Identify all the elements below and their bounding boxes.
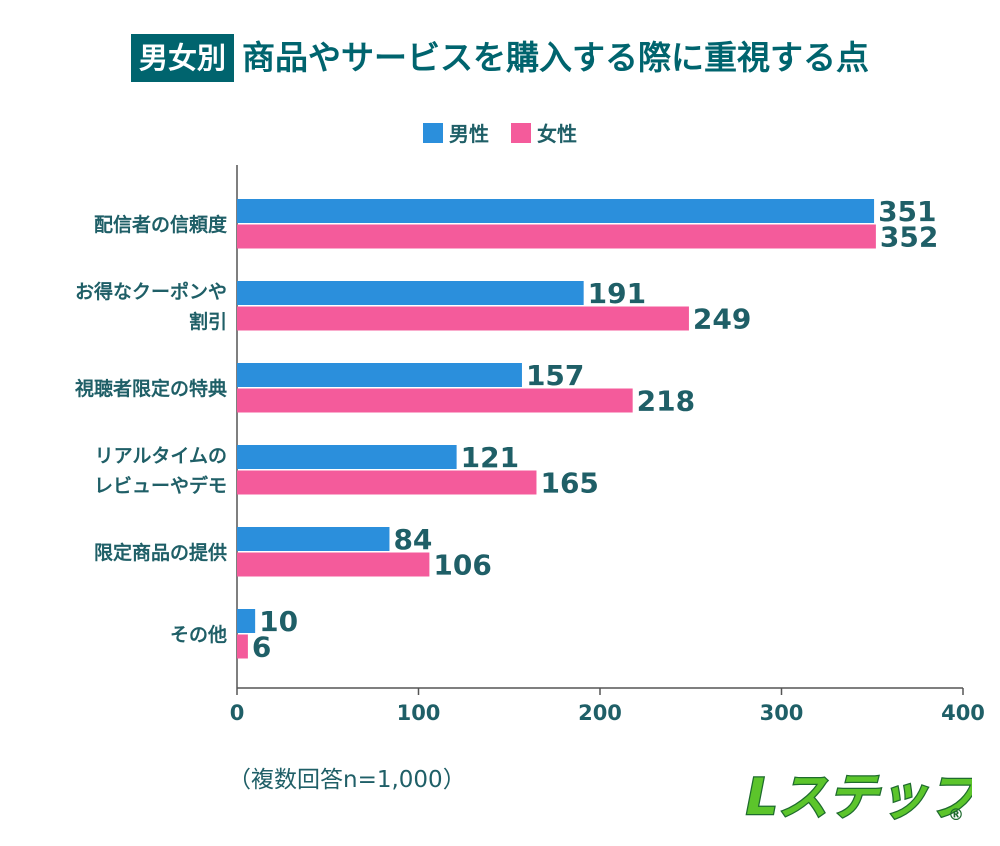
category-label: レビューやデモ <box>94 474 227 497</box>
bar-female <box>237 552 430 577</box>
data-label-female: 6 <box>252 631 271 664</box>
legend-label-female: 女性 <box>537 122 577 146</box>
bar-female <box>237 388 633 413</box>
category-label: 限定商品の提供 <box>94 541 227 564</box>
data-label-female: 352 <box>880 221 938 254</box>
logo-registered-mark: ® <box>948 805 964 824</box>
data-label-female: 218 <box>637 385 695 418</box>
data-label-female: 165 <box>540 467 598 500</box>
bar-male <box>237 609 256 633</box>
data-label-male: 10 <box>259 605 298 638</box>
bar-male <box>237 281 584 305</box>
legend-item-female: 女性 <box>511 118 577 147</box>
bar-male <box>237 527 390 551</box>
legend-label-male: 男性 <box>449 122 489 146</box>
x-tick-label: 100 <box>397 701 441 725</box>
data-label-male: 351 <box>878 195 936 228</box>
bar-male <box>237 445 457 469</box>
category-label: 視聴者限定の特典 <box>74 377 227 400</box>
data-label-male: 121 <box>461 441 519 474</box>
bar-female <box>237 306 689 331</box>
legend-swatch-male <box>423 122 443 143</box>
x-tick-label: 200 <box>578 701 622 725</box>
legend-item-male: 男性 <box>423 118 489 147</box>
x-tick-label: 300 <box>760 701 804 725</box>
title-main: 商品やサービスを購入する際に重視する点 <box>242 38 869 77</box>
x-tick-label: 0 <box>230 701 245 725</box>
bar-male <box>237 363 522 387</box>
bar-female <box>237 634 248 659</box>
legend-swatch-female <box>511 122 531 143</box>
x-tick-label: 400 <box>941 701 985 725</box>
category-label: リアルタイムの <box>95 445 227 467</box>
data-label-male: 157 <box>526 359 584 392</box>
bar-male <box>237 199 875 223</box>
data-label-female: 249 <box>693 303 751 336</box>
data-label-female: 106 <box>433 549 491 582</box>
category-label: 配信者の信頼度 <box>94 213 228 236</box>
bar-female <box>237 470 537 495</box>
sample-note: （複数回答n=1,000） <box>228 767 466 793</box>
category-label: その他 <box>170 623 227 646</box>
lstep-logo: Lステップ ® <box>745 767 972 828</box>
legend: 男性 女性 <box>0 118 1000 147</box>
logo-text: Lステップ <box>746 768 972 826</box>
bar-female <box>237 224 876 249</box>
title-badge: 男女別 <box>130 34 234 82</box>
data-label-male: 191 <box>588 277 646 310</box>
data-label-male: 84 <box>393 523 432 556</box>
category-label: お得なクーポンや <box>75 280 227 303</box>
chart-title: 男女別 商品やサービスを購入する際に重視する点 <box>0 34 1000 82</box>
category-label: 割引 <box>189 310 227 333</box>
